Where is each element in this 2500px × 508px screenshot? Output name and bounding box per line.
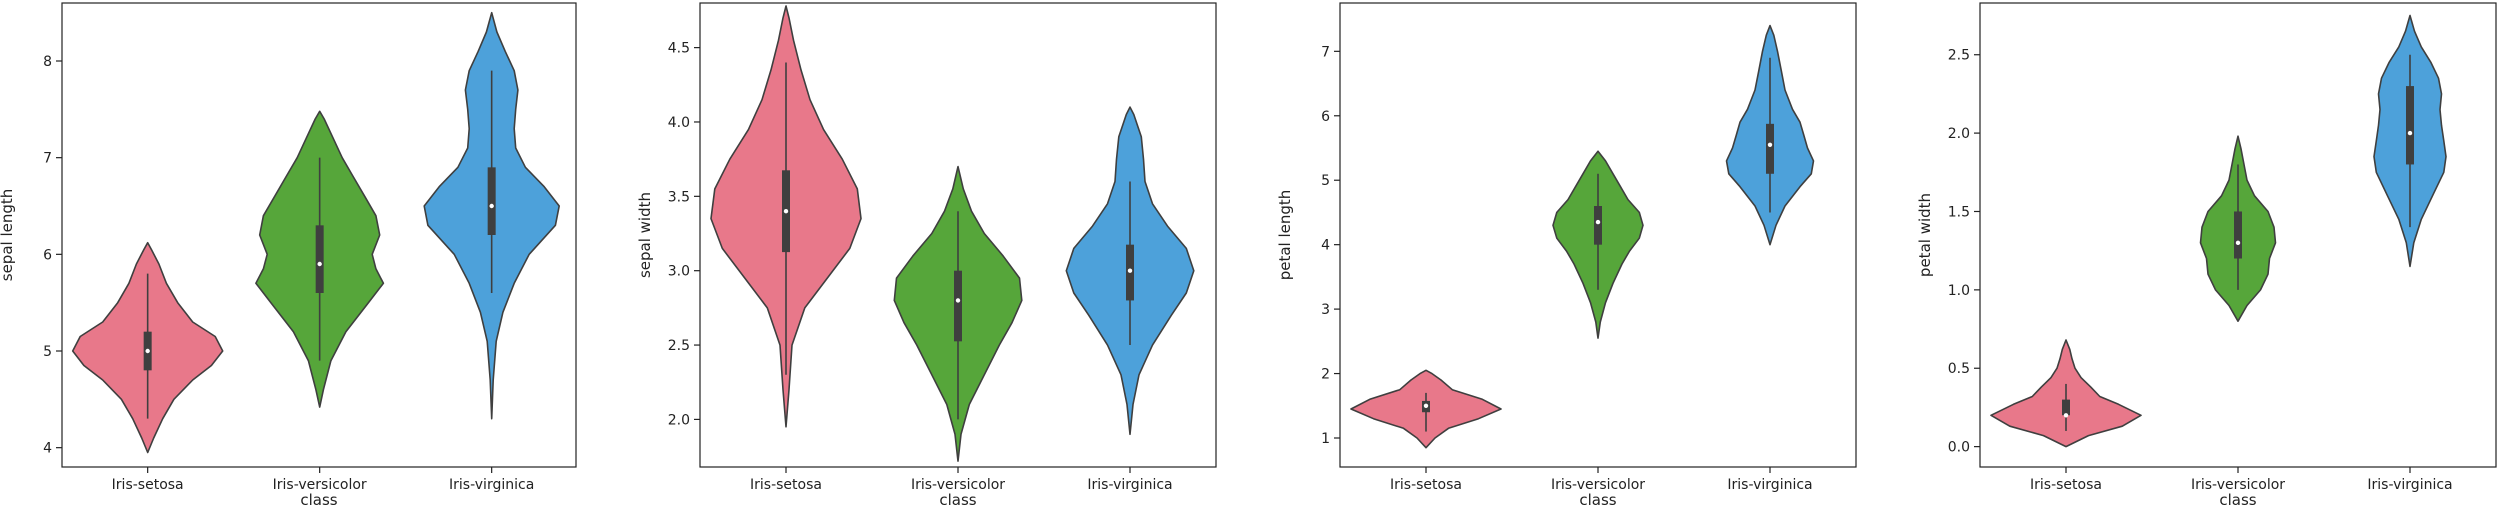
y-tick-label: 0.5 xyxy=(1948,361,1970,377)
x-axis-label: class xyxy=(300,491,337,508)
y-axis-label: petal width xyxy=(1916,193,1934,277)
violin-group-iris-virginica xyxy=(423,11,560,420)
x-tick-label: Iris-setosa xyxy=(750,477,822,493)
y-axis-label: petal length xyxy=(1276,190,1294,281)
y-tick-label: 1 xyxy=(1321,431,1330,447)
y-tick-label: 3.5 xyxy=(668,189,690,205)
chart-panel-4: 0.0 0.5 1.0 1.5 2.0 2.5 Iris-setosa Iris-versic… xyxy=(1916,2,2497,508)
violin-iqr-box xyxy=(2062,399,2070,416)
y-tick-label: 6 xyxy=(43,247,52,263)
violin-median-marker xyxy=(2235,240,2241,246)
violin-median-marker xyxy=(1127,268,1133,273)
violin-median-marker xyxy=(145,348,150,354)
violin-median-marker xyxy=(1423,403,1429,408)
violin-median-marker xyxy=(955,298,961,303)
violin-iqr-box xyxy=(954,270,962,342)
violin-median-marker xyxy=(783,209,789,214)
violin-iqr-box xyxy=(1766,123,1774,174)
y-tick-label: 4 xyxy=(43,441,52,457)
violin-group-iris-versicolor xyxy=(2199,135,2277,322)
x-tick-label: Iris-setosa xyxy=(1390,477,1462,493)
x-tick-label: Iris-setosa xyxy=(2030,477,2102,493)
y-tick-label: 5 xyxy=(1321,173,1330,189)
chart-panel-3: 1 2 3 4 5 6 7 Iris-setosa Iris-versicolor Iris-vi… xyxy=(1276,2,1857,508)
violin-group-iris-setosa xyxy=(710,5,862,428)
x-tick-label: Iris-setosa xyxy=(112,477,184,493)
violin-group-iris-versicolor xyxy=(1552,150,1644,339)
x-axis-label: class xyxy=(1579,491,1616,508)
x-tick-label: Iris-virginica xyxy=(1727,477,1812,493)
y-tick-label: 6 xyxy=(1321,109,1330,125)
x-tick-label: Iris-versicolor xyxy=(911,477,1005,493)
x-axis-label: class xyxy=(2219,491,2256,508)
violin-iqr-box xyxy=(1594,206,1602,245)
violin-group-iris-versicolor xyxy=(255,110,385,408)
y-axis-label: sepal length xyxy=(0,189,16,282)
y-tick-label: 7 xyxy=(1321,44,1330,60)
y-tick-label: 1.5 xyxy=(1948,204,1970,220)
violin-iqr-box xyxy=(487,167,496,235)
x-axis-label: class xyxy=(939,491,976,508)
x-tick-label: Iris-virginica xyxy=(449,477,534,493)
violin-iqr-box xyxy=(2234,211,2242,259)
violin-group-iris-setosa xyxy=(71,241,224,454)
chart-panel-2: 2.0 2.5 3.0 3.5 4.0 4.5 Iris-setosa Iris-versic… xyxy=(636,2,1217,508)
violin-median-marker xyxy=(489,203,494,209)
chart-panel-1: 4 5 6 7 8 Iris-setosa Iris-versicolor Iris-virg… xyxy=(0,2,577,508)
y-tick-label: 3 xyxy=(1321,302,1330,318)
y-tick-label: 4.5 xyxy=(668,41,690,57)
y-tick-label: 2.5 xyxy=(668,338,690,354)
plot-frame xyxy=(61,2,577,468)
violin-group-iris-virginica xyxy=(1065,106,1195,436)
violin-iqr-box xyxy=(315,225,324,293)
violin-iqr-box xyxy=(2406,86,2414,165)
violin-group-iris-virginica xyxy=(2373,14,2447,268)
x-tick-label: Iris-virginica xyxy=(2367,477,2452,493)
violin-group-iris-virginica xyxy=(1725,24,1815,246)
y-tick-label: 0.0 xyxy=(1948,440,1970,456)
y-tick-label: 4 xyxy=(1321,238,1330,254)
violin-group-iris-versicolor xyxy=(893,165,1023,462)
y-tick-label: 1.0 xyxy=(1948,283,1970,299)
x-tick-label: Iris-virginica xyxy=(1087,477,1172,493)
violin-group-iris-setosa xyxy=(1350,369,1502,449)
violin-median-marker xyxy=(2407,130,2413,136)
y-tick-label: 3.0 xyxy=(668,264,690,280)
y-tick-label: 4.0 xyxy=(668,115,690,131)
x-tick-label: Iris-versicolor xyxy=(1551,477,1645,493)
violin-median-marker xyxy=(1595,219,1601,225)
y-tick-label: 8 xyxy=(43,54,52,70)
violin-median-marker xyxy=(2063,413,2069,418)
x-tick-label: Iris-versicolor xyxy=(273,477,367,493)
violin-median-marker xyxy=(317,261,322,267)
y-tick-label: 7 xyxy=(43,151,52,167)
y-tick-label: 2 xyxy=(1321,367,1330,383)
violin-median-marker xyxy=(1767,142,1773,147)
x-tick-label: Iris-versicolor xyxy=(2191,477,2285,493)
y-tick-label: 2.0 xyxy=(668,412,690,428)
violin-group-iris-setosa xyxy=(1990,339,2142,448)
y-axis-label: sepal width xyxy=(636,192,654,278)
y-tick-label: 2.5 xyxy=(1948,48,1970,64)
y-tick-label: 5 xyxy=(43,344,52,360)
y-tick-label: 2.0 xyxy=(1948,126,1970,142)
